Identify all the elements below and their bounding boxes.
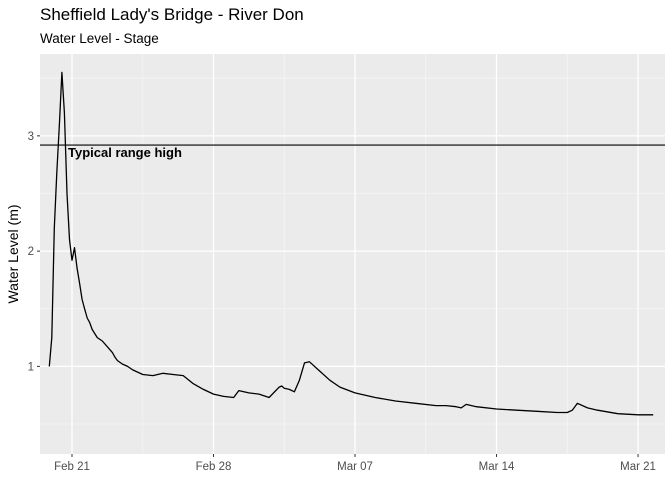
y-tick-label: 3 [28,131,34,143]
x-tick-label: Feb 21 [54,461,90,473]
y-axis-label: Water Level (m) [5,204,21,303]
chart-subtitle: Water Level - Stage [40,31,159,46]
y-tick-label: 1 [28,361,34,373]
reference-line-label: Typical range high [68,145,182,160]
x-tick-label: Mar 21 [620,461,656,473]
minor-gridlines [40,54,665,454]
series-line-water-level [48,71,654,416]
x-tick-label: Feb 28 [196,461,232,473]
y-tick-label: 2 [28,246,34,258]
y-axis-ticks: 1 2 3 [28,131,40,373]
x-axis-ticks: Feb 21 Feb 28 Mar 07 Mar 14 Mar 21 [54,454,656,473]
plot-panel [40,54,665,454]
x-tick-label: Mar 07 [337,461,373,473]
major-gridlines [40,54,665,454]
x-tick-label: Mar 14 [479,461,515,473]
chart-title: Sheffield Lady's Bridge - River Don [40,5,304,24]
